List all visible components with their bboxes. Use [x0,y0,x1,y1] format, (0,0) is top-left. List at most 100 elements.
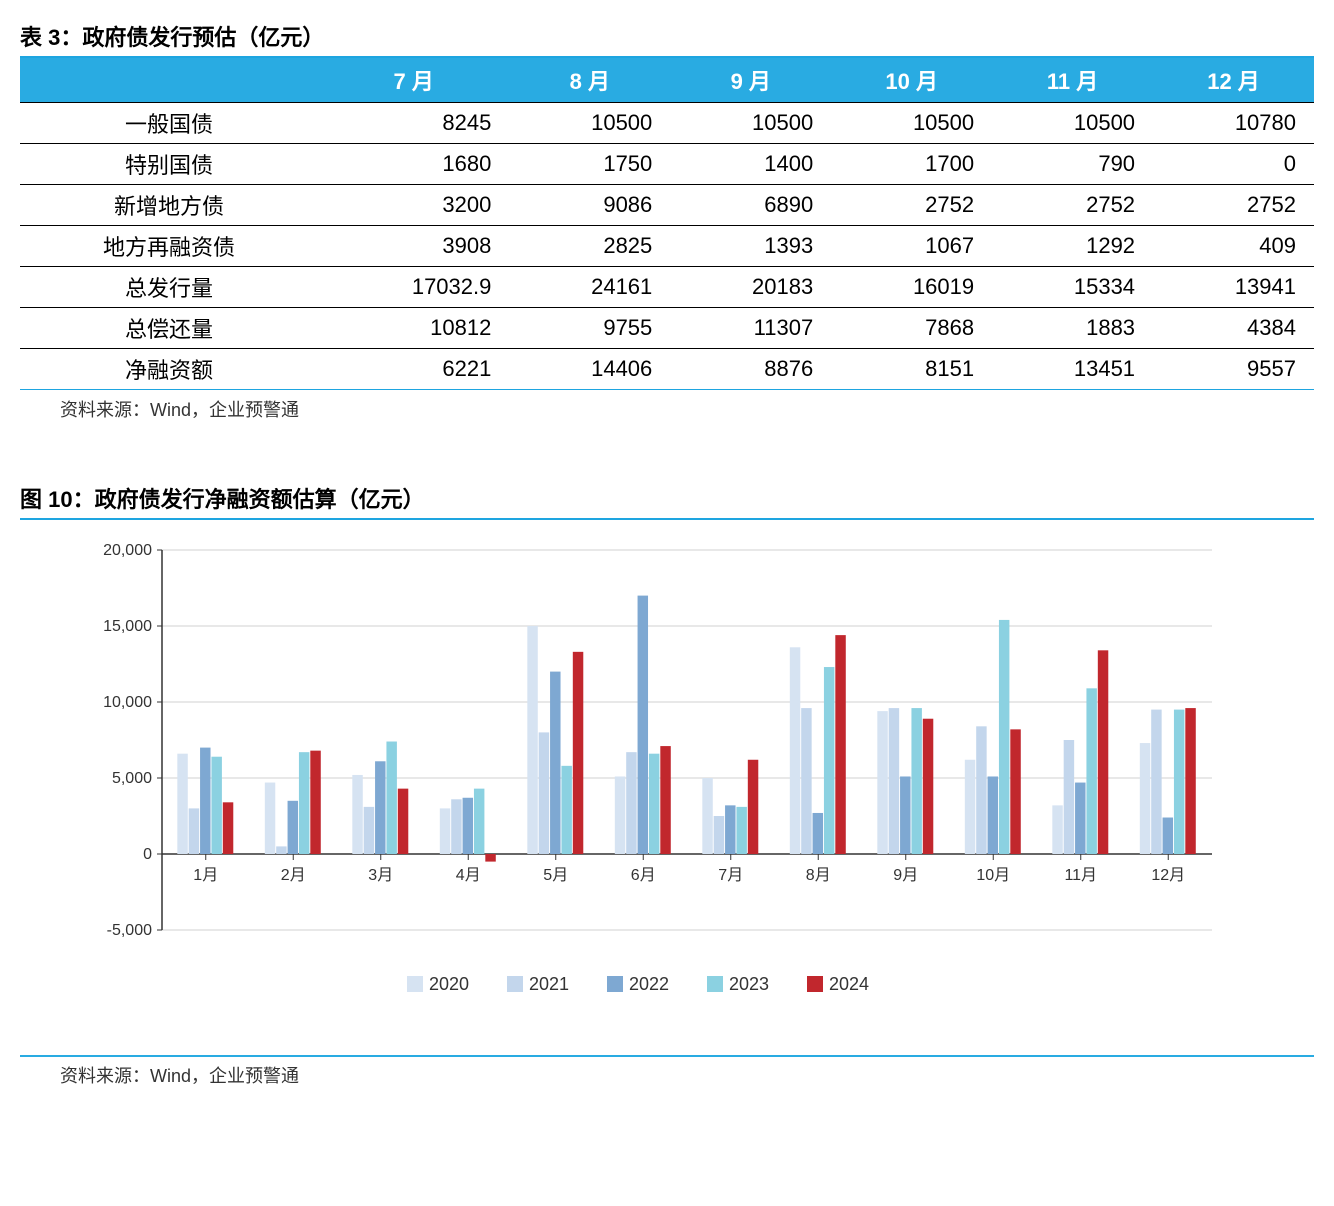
table-header-cell: 7 月 [318,58,509,103]
bar [813,813,823,854]
table-cell: 2752 [992,185,1153,226]
table-cell: 20183 [670,267,831,308]
bar [177,754,187,854]
legend-label: 2023 [729,974,769,994]
chart-section: 图 10：政府债发行净融资额估算（亿元） -5,00005,00010,0001… [20,482,1314,1088]
table-row: 特别国债16801750140017007900 [20,144,1314,185]
bar [965,760,975,854]
bar [889,708,899,854]
table-row: 一般国债82451050010500105001050010780 [20,103,1314,144]
bar [923,719,933,854]
table-row: 净融资额62211440688768151134519557 [20,349,1314,390]
bar [386,742,396,854]
svg-text:0: 0 [143,846,152,863]
table-cell: 15334 [992,267,1153,308]
bar [1086,688,1096,854]
table-cell: 0 [1153,144,1314,185]
bar [451,799,461,854]
bar [276,846,286,854]
net-financing-bar-chart: -5,00005,00010,00015,00020,0001月2月3月4月5月… [80,540,1234,1010]
bar [649,754,659,854]
issuance-forecast-table: 7 月8 月9 月10 月11 月12 月 一般国债82451050010500… [20,58,1314,390]
bar [824,667,834,854]
table-cell: 新增地方债 [20,185,318,226]
table-cell: 2752 [1153,185,1314,226]
svg-text:12月: 12月 [1151,867,1185,884]
table-cell: 8151 [831,349,992,390]
table-row: 总发行量17032.92416120183160191533413941 [20,267,1314,308]
bar [539,732,549,854]
table-cell: 1393 [670,226,831,267]
svg-text:7月: 7月 [718,867,743,884]
table-cell: 3200 [318,185,509,226]
chart-source-note: 资料来源：Wind，企业预警通 [20,1056,1314,1088]
bar [288,801,298,854]
table-cell: 特别国债 [20,144,318,185]
table-row: 地方再融资债39082825139310671292409 [20,226,1314,267]
bar [638,596,648,854]
bar [398,789,408,854]
table-cell: 13451 [992,349,1153,390]
bar [725,805,735,854]
svg-text:-5,000: -5,000 [107,922,152,939]
bar [440,808,450,854]
table-header-cell: 12 月 [1153,58,1314,103]
bar [790,647,800,854]
legend-label: 2024 [829,974,869,994]
bar [976,726,986,854]
table-cell: 1067 [831,226,992,267]
table-cell: 10780 [1153,103,1314,144]
bar [988,776,998,854]
table-header-cell: 8 月 [509,58,670,103]
bar [364,807,374,854]
svg-text:3月: 3月 [368,867,393,884]
bar [463,798,473,854]
bar [748,760,758,854]
table-cell: 1700 [831,144,992,185]
bar [299,752,309,854]
table-cell: 14406 [509,349,670,390]
bar [660,746,670,854]
table-cell: 13941 [1153,267,1314,308]
bar [474,789,484,854]
table-cell: 10500 [509,103,670,144]
bar [352,775,362,854]
bar [835,635,845,854]
svg-text:8月: 8月 [806,867,831,884]
table-cell: 2752 [831,185,992,226]
legend-swatch [607,976,623,992]
table-cell: 10500 [831,103,992,144]
table-cell: 2825 [509,226,670,267]
legend-swatch [707,976,723,992]
bar [1140,743,1150,854]
table-cell: 3908 [318,226,509,267]
bar [550,672,560,854]
bar [1052,805,1062,854]
svg-text:10,000: 10,000 [103,694,152,711]
table-cell: 16019 [831,267,992,308]
bar [877,711,887,854]
bar [714,816,724,854]
table-row: 总偿还量10812975511307786818834384 [20,308,1314,349]
bar [1163,818,1173,854]
bar [561,766,571,854]
legend-label: 2022 [629,974,669,994]
legend-swatch [407,976,423,992]
svg-text:20,000: 20,000 [103,542,152,559]
bar [736,807,746,854]
svg-text:2月: 2月 [281,867,306,884]
table-header-cell [20,58,318,103]
bar [999,620,1009,854]
svg-text:9月: 9月 [893,867,918,884]
table-cell: 17032.9 [318,267,509,308]
svg-text:10月: 10月 [976,867,1010,884]
table-cell: 1400 [670,144,831,185]
bar [265,783,275,854]
table-cell: 409 [1153,226,1314,267]
table-cell: 9086 [509,185,670,226]
table-cell: 净融资额 [20,349,318,390]
legend-label: 2021 [529,974,569,994]
table-source-note: 资料来源：Wind，企业预警通 [20,389,1314,422]
legend-swatch [807,976,823,992]
svg-text:15,000: 15,000 [103,618,152,635]
